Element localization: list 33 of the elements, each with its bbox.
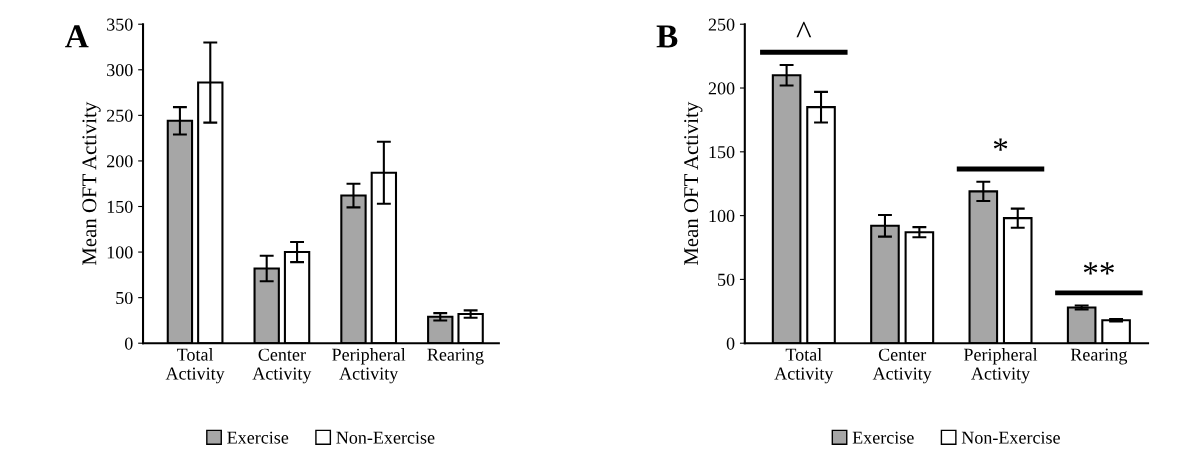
x-tick-label: Rearing [427,348,484,365]
y-tick-label: 250 [107,109,133,122]
y-tick-label: 250 [708,18,735,31]
y-tick-label: 300 [107,64,133,77]
y-tick-label: 50 [116,291,133,305]
text: A [65,25,89,48]
x-tick-label: Center Activity [872,348,932,384]
annotation: * [993,138,1008,151]
annotation: ^ [796,21,812,38]
x-tick-label: Total Activity [774,348,834,384]
annotation: ** [1083,262,1114,275]
legend-label: Exercise [227,431,289,444]
y-tick-label: 150 [709,146,735,159]
text: B [656,25,678,48]
x-tick-label: Total Activity [165,348,225,384]
y-axis-title: Mean OFT Activity [684,101,703,266]
x-tick-label: Peripheral Activity [332,348,406,384]
y-tick-label: 0 [124,337,133,350]
x-tick-label: Center Activity [252,348,312,384]
x-tick-label: Rearing [1070,348,1128,365]
y-tick-label: 0 [726,337,735,350]
legend-label: Non-Exercise [961,431,1060,444]
x-tick-label: Peripheral Activity [963,348,1038,384]
y-tick-label: 100 [107,246,133,259]
y-tick-label: 350 [107,18,133,31]
y-tick-label: 100 [709,209,735,223]
y-axis-title: Mean OFT Activity [82,101,101,266]
y-tick-label: 200 [708,82,735,95]
y-tick-label: 50 [718,273,735,286]
legend-label: Non-Exercise [336,431,435,444]
y-tick-label: 200 [107,155,133,168]
y-tick-label: 150 [107,200,133,213]
legend-label: Exercise [852,431,914,444]
